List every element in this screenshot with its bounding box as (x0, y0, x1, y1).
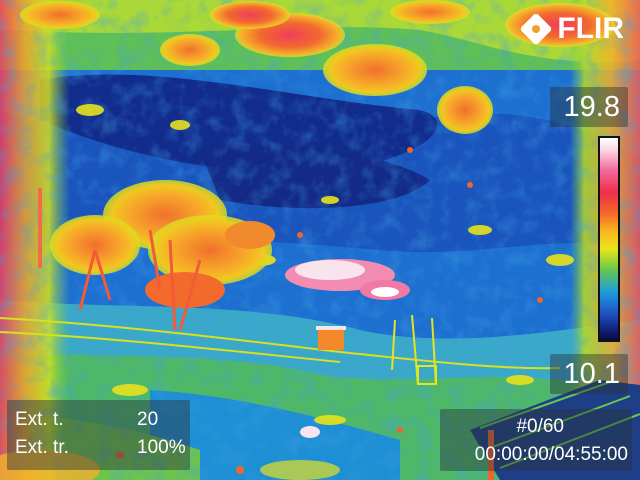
ext-transmission-label: Ext. tr. (15, 437, 69, 458)
ext-transmission-value: 100% (137, 437, 186, 458)
ext-temp-label: Ext. t. (15, 409, 64, 430)
flir-logo: FLIR (521, 14, 624, 44)
scale-max-value: 19.8 (550, 87, 628, 127)
flir-diamond-icon (521, 14, 552, 44)
ext-temp-value: 20 (137, 409, 159, 430)
temperature-color-scale (598, 136, 620, 342)
playback-timecode: 00:00:00/04:55:00 (474, 444, 628, 465)
flir-wordmark: FLIR (557, 12, 624, 45)
scale-min-value: 10.1 (550, 354, 628, 394)
frame-counter: #0/60 (516, 416, 564, 437)
playback-panel: #0/60 00:00:00/04:55:00 (440, 409, 632, 471)
parameters-panel: Ext. t. 20 Ext. tr. 100% (7, 400, 190, 470)
